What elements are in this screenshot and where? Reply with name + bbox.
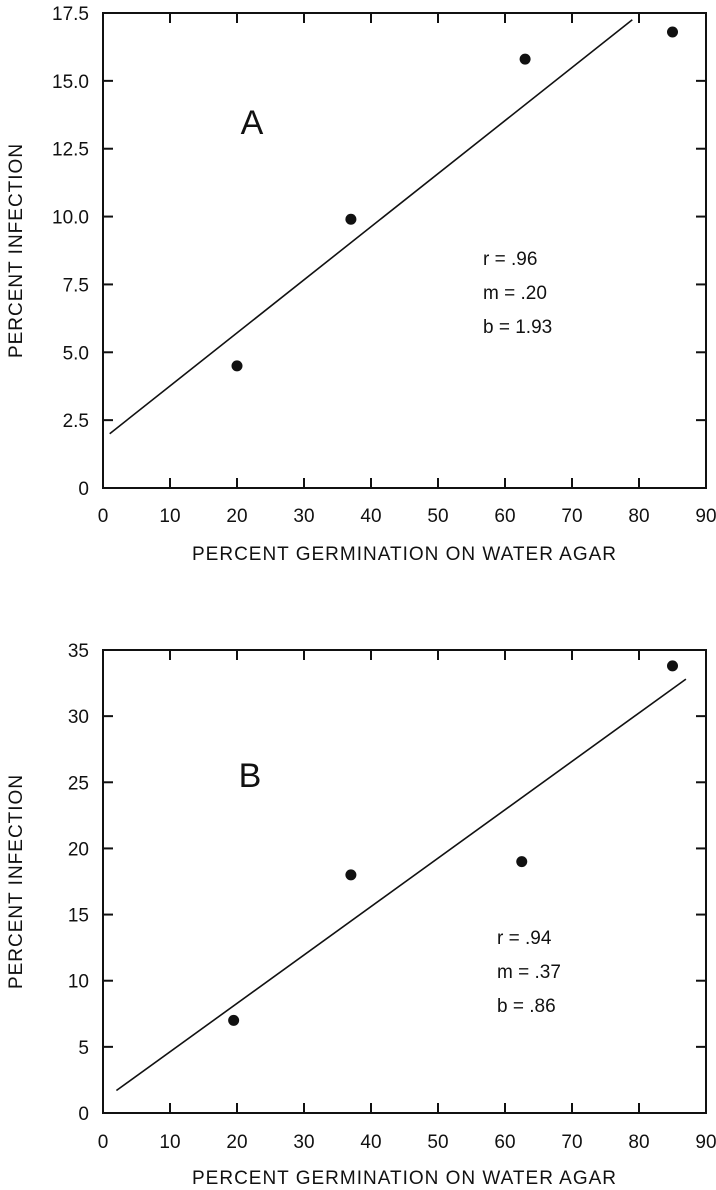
x-tick-label: 10 (159, 506, 180, 527)
y-tick-label: 15 (68, 906, 89, 927)
data-point (667, 660, 678, 672)
regression-line (115, 678, 687, 1092)
regression-stat: m = .20 (483, 283, 547, 304)
x-tick-label: 40 (360, 1132, 381, 1153)
y-tick-label: 30 (68, 707, 89, 728)
x-axis-title: PERCENT GERMINATION ON WATER AGAR (192, 544, 617, 565)
y-axis-title: PERCENT INFECTION (6, 143, 27, 358)
x-tick-label: 90 (695, 506, 716, 527)
y-tick-label: 10.0 (52, 208, 89, 229)
y-tick-label: 5.0 (63, 343, 89, 364)
y-tick-label: 0 (78, 1104, 89, 1125)
y-tick-label: 17.5 (52, 4, 89, 25)
x-tick-label: 20 (226, 506, 247, 527)
x-tick-label: 30 (293, 506, 314, 527)
y-tick-label: 0 (78, 479, 89, 500)
x-tick-label: 0 (98, 1132, 109, 1153)
data-point (516, 856, 528, 868)
panel-letter: B (239, 757, 262, 795)
y-tick-label: 5 (78, 1038, 89, 1059)
regression-stat: m = .37 (497, 962, 561, 983)
y-tick-label: 15.0 (52, 72, 89, 93)
x-tick-label: 70 (561, 506, 582, 527)
x-tick-label: 50 (427, 1132, 448, 1153)
data-point (519, 53, 531, 65)
y-tick-label: 7.5 (63, 275, 89, 296)
x-tick-label: 0 (98, 506, 109, 527)
panel-b: 0 10 20 30 40 50 60 70 80 90 0 5 10 15 20 25 30 35 PERCENT… (6, 641, 716, 1189)
panel-a: 0 10 20 30 40 50 60 70 80 90 0 2.5 5.0 7.5 10.0 12.5 15.… (6, 4, 716, 565)
panel-letter: A (241, 104, 264, 142)
x-tick-label: 30 (293, 1132, 314, 1153)
y-tick-label: 35 (68, 641, 89, 662)
x-tick-label: 60 (494, 506, 515, 527)
x-tick-label: 10 (159, 1132, 180, 1153)
y-tick-label: 10 (68, 972, 89, 993)
y-tick-label: 2.5 (63, 411, 89, 432)
regression-line (109, 19, 633, 435)
y-axis-title: PERCENT INFECTION (6, 774, 27, 989)
data-point (231, 360, 243, 372)
x-axis-title: PERCENT GERMINATION ON WATER AGAR (192, 1168, 617, 1189)
y-tick-label: 25 (68, 773, 89, 794)
data-point (345, 869, 357, 881)
plot-frame (102, 12, 707, 489)
x-tick-label: 80 (628, 1132, 649, 1153)
x-tick-label: 50 (427, 506, 448, 527)
regression-stat: b = .86 (497, 996, 556, 1017)
regression-stat: r = .96 (483, 249, 537, 270)
data-point (667, 26, 678, 38)
regression-stat: r = .94 (497, 928, 552, 949)
x-tick-label: 20 (226, 1132, 247, 1153)
x-tick-label: 80 (628, 506, 649, 527)
regression-stat: b = 1.93 (483, 317, 552, 338)
data-point (345, 213, 357, 225)
y-tick-label: 12.5 (52, 140, 89, 161)
y-tick-label: 20 (68, 839, 89, 860)
x-tick-label: 90 (695, 1132, 716, 1153)
data-point (228, 1014, 240, 1026)
x-tick-label: 60 (494, 1132, 515, 1153)
x-tick-label: 70 (561, 1132, 582, 1153)
x-tick-label: 40 (360, 506, 381, 527)
plot-frame (102, 649, 707, 1114)
